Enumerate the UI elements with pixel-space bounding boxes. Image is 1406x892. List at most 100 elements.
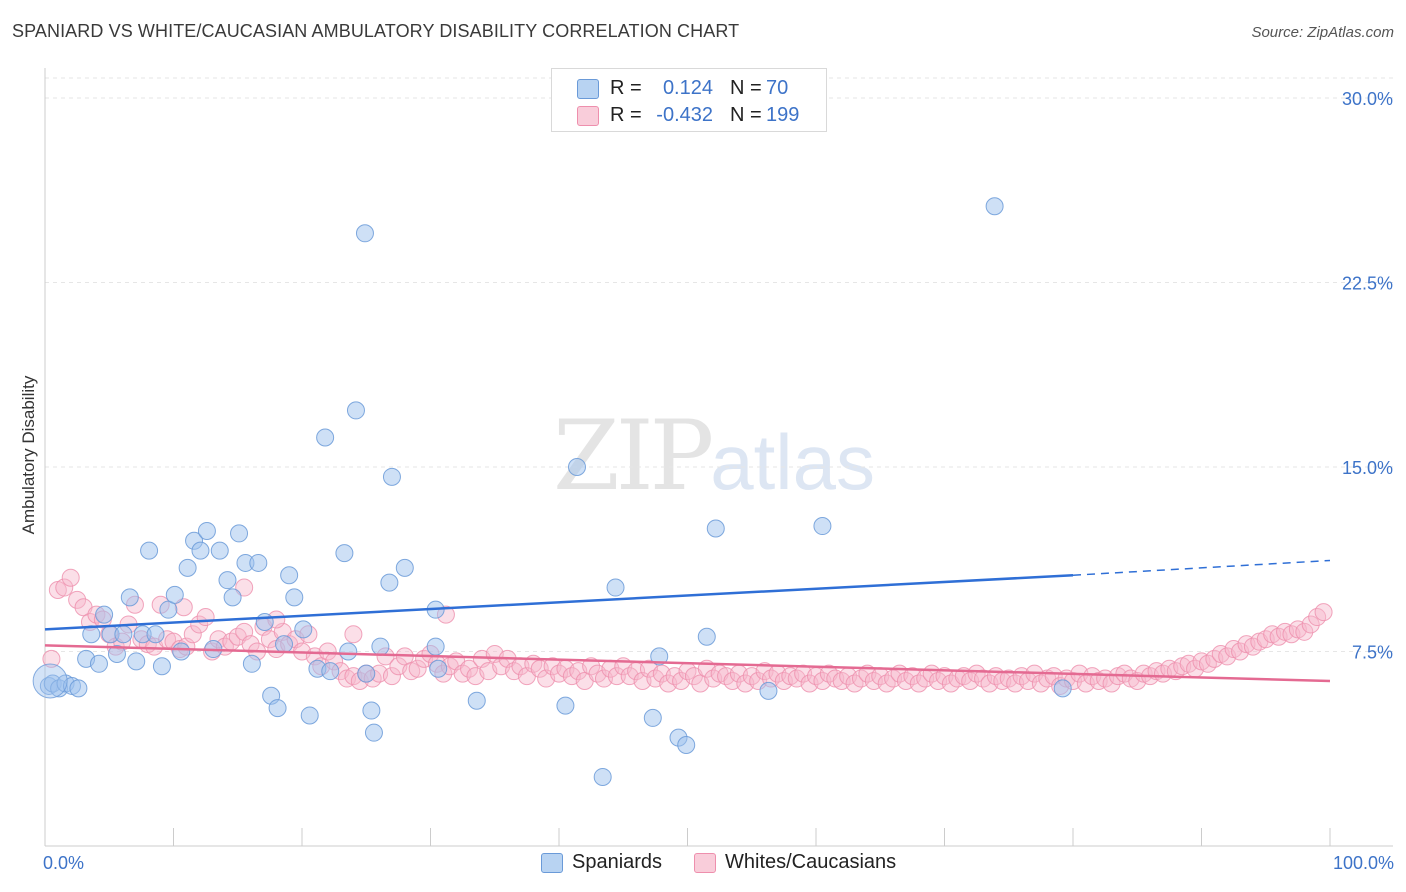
data-point-spaniards xyxy=(127,652,146,671)
data-point-spaniards xyxy=(152,657,171,676)
data-point-whites xyxy=(582,657,601,676)
data-point-spaniards xyxy=(210,541,229,560)
data-point-spaniards xyxy=(218,571,237,590)
data-point-spaniards xyxy=(759,681,778,700)
data-point-spaniards xyxy=(285,588,304,607)
data-point-spaniards xyxy=(395,558,414,577)
data-point-spaniards xyxy=(255,612,274,631)
data-point-spaniards xyxy=(249,553,268,572)
data-point-spaniards xyxy=(294,620,313,639)
data-point-spaniards xyxy=(593,767,612,786)
legend-swatch-spaniards xyxy=(577,79,599,99)
data-point-whites xyxy=(61,568,80,587)
y-tick-label: 22.5% xyxy=(1342,274,1393,294)
data-point-spaniards xyxy=(1053,679,1072,698)
data-point-spaniards xyxy=(426,637,445,656)
data-point-spaniards xyxy=(300,706,319,725)
data-point-spaniards xyxy=(364,723,383,742)
r-value: 0.124 xyxy=(662,77,713,99)
trend-line-spaniards xyxy=(44,573,1074,631)
data-point-whites xyxy=(241,635,260,654)
data-point-spaniards xyxy=(140,541,159,560)
data-point-spaniards xyxy=(223,588,242,607)
data-point-whites xyxy=(607,667,626,686)
chart-title: SPANIARD VS WHITE/CAUCASIAN AMBULATORY D… xyxy=(12,21,740,41)
data-point-spaniards xyxy=(275,635,294,654)
data-point-spaniards xyxy=(650,647,669,666)
data-point-spaniards xyxy=(346,401,365,420)
data-point-whites xyxy=(1301,615,1320,634)
data-point-spaniards xyxy=(606,578,625,597)
data-point-spaniards xyxy=(107,644,126,663)
data-point-spaniards xyxy=(706,519,725,538)
data-point-whites xyxy=(460,659,479,678)
legend-row-spaniards: R = 0.124 N = 70 xyxy=(552,75,826,101)
data-point-whites xyxy=(183,625,202,644)
data-point-spaniards xyxy=(362,701,381,720)
watermark: ZIPatlas xyxy=(553,400,875,512)
legend-swatch-whites xyxy=(694,853,716,873)
data-point-spaniards xyxy=(429,659,448,678)
data-point-whites xyxy=(235,578,254,597)
watermark-atlas: atlas xyxy=(710,418,875,506)
legend-row-whites: R = -0.432 N = 199 xyxy=(552,102,826,128)
legend-swatch-spaniards xyxy=(541,853,563,873)
data-point-spaniards xyxy=(467,691,486,710)
data-point-spaniards xyxy=(985,197,1004,216)
legend-label: Whites/Caucasians xyxy=(725,851,897,873)
data-point-spaniards xyxy=(114,625,133,644)
x-tick-label: 0.0% xyxy=(43,853,84,873)
data-point-spaniards xyxy=(178,558,197,577)
data-point-spaniards xyxy=(120,588,139,607)
data-point-spaniards xyxy=(197,521,216,540)
n-value: 199 xyxy=(766,104,800,126)
data-point-whites xyxy=(382,667,401,686)
data-point-whites xyxy=(196,608,215,627)
x-tick-label: 100.0% xyxy=(1333,853,1394,873)
n-label: N = xyxy=(730,104,762,126)
data-point-spaniards xyxy=(268,699,287,718)
data-point-whites xyxy=(1295,622,1314,641)
data-point-whites xyxy=(1314,603,1333,622)
data-point-whites xyxy=(318,642,337,661)
r-label: R = xyxy=(610,77,642,99)
data-point-spaniards xyxy=(172,642,191,661)
data-point-spaniards xyxy=(380,573,399,592)
data-point-spaniards xyxy=(677,735,696,754)
data-point-spaniards xyxy=(69,679,88,698)
data-point-spaniards xyxy=(357,664,376,683)
legend-swatch-whites xyxy=(577,106,599,126)
stats-legend: R = 0.124 N = 70 R = -0.432 N = 199 xyxy=(551,68,827,132)
data-point-whites xyxy=(55,578,74,597)
data-point-spaniards xyxy=(643,708,662,727)
trend-line-spaniards-extension xyxy=(1072,559,1331,576)
axes xyxy=(44,68,1393,847)
data-point-whites xyxy=(42,649,61,668)
data-point-spaniards xyxy=(355,224,374,243)
data-point-spaniards xyxy=(813,517,832,536)
data-point-spaniards-cluster xyxy=(32,663,68,699)
tick-labels: 7.5% 15.0% 22.5% 30.0% 0.0% 100.0% xyxy=(43,89,1394,873)
data-point-spaniards xyxy=(321,662,340,681)
watermark-zip: ZIP xyxy=(553,400,714,512)
source-label: Source: ZipAtlas.com xyxy=(1251,24,1394,41)
trend-lines xyxy=(44,559,1331,683)
legend-label: Spaniards xyxy=(572,851,663,873)
data-point-spaniards xyxy=(95,605,114,624)
r-label: R = xyxy=(610,104,642,126)
data-point-whites xyxy=(408,659,427,678)
data-point-spaniards xyxy=(89,654,108,673)
data-point-spaniards xyxy=(242,654,261,673)
data-point-spaniards xyxy=(697,627,716,646)
data-point-spaniards xyxy=(230,524,249,543)
data-point-spaniards xyxy=(556,696,575,715)
data-point-spaniards xyxy=(316,428,335,447)
y-tick-label: 30.0% xyxy=(1342,89,1393,109)
spaniards-points xyxy=(32,197,1072,786)
data-point-spaniards xyxy=(382,467,401,486)
data-point-spaniards xyxy=(191,541,210,560)
data-point-whites xyxy=(68,590,87,609)
n-label: N = xyxy=(730,77,762,99)
data-point-whites xyxy=(344,625,363,644)
